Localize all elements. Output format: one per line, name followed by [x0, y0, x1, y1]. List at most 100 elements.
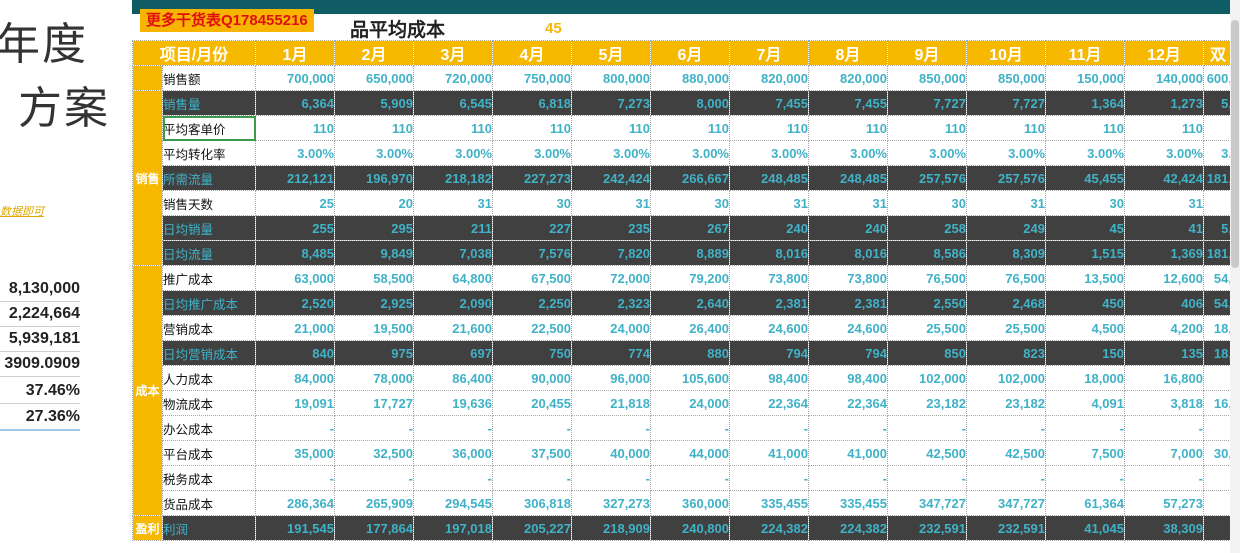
- data-cell[interactable]: 18,000: [1045, 365, 1125, 391]
- data-cell[interactable]: 4,200: [1124, 315, 1204, 341]
- data-cell[interactable]: 257,576: [966, 165, 1046, 191]
- data-cell[interactable]: 240,800: [650, 515, 730, 541]
- data-cell[interactable]: 5,: [1203, 215, 1233, 241]
- data-cell[interactable]: 79,200: [650, 265, 730, 291]
- row-label[interactable]: 日均营销成本: [162, 340, 256, 366]
- data-cell[interactable]: 36,000: [413, 440, 493, 466]
- data-cell[interactable]: 2,520: [255, 290, 335, 316]
- data-cell[interactable]: 2,925: [334, 290, 414, 316]
- data-cell[interactable]: 2,640: [650, 290, 730, 316]
- data-cell[interactable]: 140,000: [1124, 65, 1204, 91]
- data-cell[interactable]: 850: [887, 340, 967, 366]
- data-cell[interactable]: 3.00%: [808, 140, 888, 166]
- row-label[interactable]: 营销成本: [162, 315, 256, 341]
- row-label[interactable]: 平台成本: [162, 440, 256, 466]
- data-cell[interactable]: 8,016: [808, 240, 888, 266]
- data-cell[interactable]: 7,038: [413, 240, 493, 266]
- data-cell[interactable]: 30,: [1203, 440, 1233, 466]
- data-cell[interactable]: 3.00%: [413, 140, 493, 166]
- data-cell[interactable]: 20: [334, 190, 414, 216]
- data-cell[interactable]: 750: [492, 340, 572, 366]
- data-cell[interactable]: 23,182: [966, 390, 1046, 416]
- data-cell[interactable]: 72,000: [571, 265, 651, 291]
- data-cell[interactable]: 76,500: [887, 265, 967, 291]
- data-cell[interactable]: 2,250: [492, 290, 572, 316]
- data-cell[interactable]: 975: [334, 340, 414, 366]
- data-cell[interactable]: 73,800: [808, 265, 888, 291]
- data-cell[interactable]: [1203, 115, 1233, 141]
- data-cell[interactable]: 347,727: [887, 490, 967, 516]
- data-cell[interactable]: 2,323: [571, 290, 651, 316]
- data-cell[interactable]: 24,600: [729, 315, 809, 341]
- data-cell[interactable]: 257,576: [887, 165, 967, 191]
- data-cell[interactable]: 3.00%: [334, 140, 414, 166]
- data-cell[interactable]: -: [1124, 415, 1204, 441]
- data-cell[interactable]: 13,500: [1045, 265, 1125, 291]
- data-cell[interactable]: 800,000: [571, 65, 651, 91]
- row-label[interactable]: 人力成本: [162, 365, 256, 391]
- data-cell[interactable]: 232,591: [966, 515, 1046, 541]
- data-cell[interactable]: 267: [650, 215, 730, 241]
- data-cell[interactable]: [1203, 490, 1233, 516]
- data-cell[interactable]: 25,500: [966, 315, 1046, 341]
- data-cell[interactable]: 227,273: [492, 165, 572, 191]
- data-cell[interactable]: 720,000: [413, 65, 493, 91]
- data-cell[interactable]: 21,000: [255, 315, 335, 341]
- data-cell[interactable]: 42,500: [966, 440, 1046, 466]
- data-cell[interactable]: 110: [1124, 115, 1204, 141]
- data-cell[interactable]: 235: [571, 215, 651, 241]
- data-cell[interactable]: -: [1045, 415, 1125, 441]
- row-label[interactable]: 平均客单价: [162, 115, 256, 141]
- row-label[interactable]: 税务成本: [162, 465, 256, 491]
- data-cell[interactable]: 232,591: [887, 515, 967, 541]
- data-cell[interactable]: 265,909: [334, 490, 414, 516]
- data-cell[interactable]: 360,000: [650, 490, 730, 516]
- data-cell[interactable]: 76,500: [966, 265, 1046, 291]
- data-cell[interactable]: 327,273: [571, 490, 651, 516]
- data-cell[interactable]: 224,382: [808, 515, 888, 541]
- data-cell[interactable]: 3.00%: [650, 140, 730, 166]
- data-cell[interactable]: 110: [650, 115, 730, 141]
- data-cell[interactable]: -: [334, 465, 414, 491]
- data-cell[interactable]: 3.00%: [887, 140, 967, 166]
- data-cell[interactable]: [1203, 465, 1233, 491]
- data-cell[interactable]: 774: [571, 340, 651, 366]
- row-label[interactable]: 货品成本: [162, 490, 256, 516]
- row-label[interactable]: 物流成本: [162, 390, 256, 416]
- data-cell[interactable]: 7,000: [1124, 440, 1204, 466]
- data-cell[interactable]: [1203, 415, 1233, 441]
- data-cell[interactable]: 3,818: [1124, 390, 1204, 416]
- row-label[interactable]: 销售天数: [162, 190, 256, 216]
- data-cell[interactable]: -: [571, 465, 651, 491]
- data-cell[interactable]: 18,: [1203, 340, 1233, 366]
- data-cell[interactable]: [1203, 190, 1233, 216]
- data-cell[interactable]: 41,000: [808, 440, 888, 466]
- data-cell[interactable]: 211: [413, 215, 493, 241]
- data-cell[interactable]: 3.00%: [255, 140, 335, 166]
- data-cell[interactable]: 240: [808, 215, 888, 241]
- data-cell[interactable]: -: [413, 415, 493, 441]
- data-cell[interactable]: 177,864: [334, 515, 414, 541]
- data-cell[interactable]: 406: [1124, 290, 1204, 316]
- data-cell[interactable]: 12,600: [1124, 265, 1204, 291]
- data-cell[interactable]: 6,818: [492, 90, 572, 116]
- data-cell[interactable]: 19,091: [255, 390, 335, 416]
- data-cell[interactable]: 110: [966, 115, 1046, 141]
- data-cell[interactable]: 22,364: [808, 390, 888, 416]
- data-cell[interactable]: 32,500: [334, 440, 414, 466]
- data-cell[interactable]: 30: [650, 190, 730, 216]
- data-cell[interactable]: 110: [255, 115, 335, 141]
- row-label[interactable]: 所需流量: [162, 165, 256, 191]
- data-cell[interactable]: 295: [334, 215, 414, 241]
- data-cell[interactable]: -: [808, 415, 888, 441]
- data-cell[interactable]: 1,364: [1045, 90, 1125, 116]
- data-cell[interactable]: 820,000: [808, 65, 888, 91]
- data-cell[interactable]: 8,016: [729, 240, 809, 266]
- data-cell[interactable]: 306,818: [492, 490, 572, 516]
- data-cell[interactable]: 850,000: [887, 65, 967, 91]
- data-cell[interactable]: 4,500: [1045, 315, 1125, 341]
- data-cell[interactable]: 650,000: [334, 65, 414, 91]
- data-cell[interactable]: 110: [334, 115, 414, 141]
- data-cell[interactable]: 8,485: [255, 240, 335, 266]
- data-cell[interactable]: 205,227: [492, 515, 572, 541]
